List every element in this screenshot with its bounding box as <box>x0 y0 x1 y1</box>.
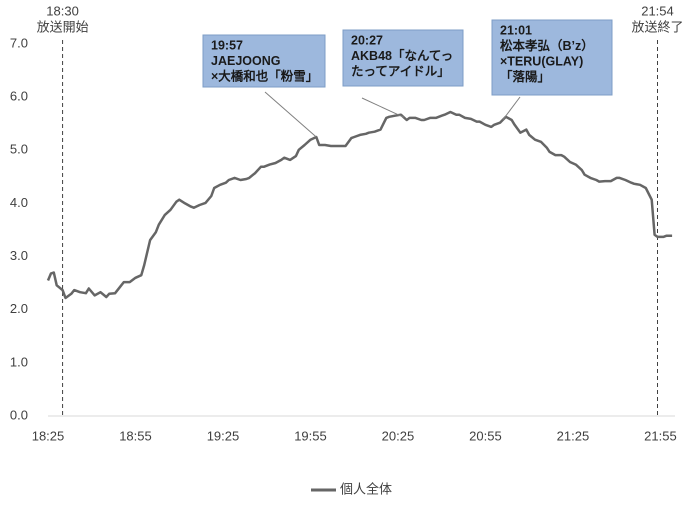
x-tick-label: 18:25 <box>32 428 65 443</box>
callout-pointer <box>502 96 521 121</box>
x-tick-label: 21:25 <box>557 428 590 443</box>
marker-label: 放送開始 <box>37 19 89 34</box>
series-line <box>46 110 673 300</box>
callout-text: 「落陽」 <box>500 69 550 84</box>
y-tick-label: 6.0 <box>10 89 28 104</box>
callout-text: ×大橋和也「粉雪」 <box>211 68 318 83</box>
callout-box <box>342 29 464 87</box>
y-tick-label: 7.0 <box>10 35 28 50</box>
callout-text: ×TERU(GLAY) <box>500 54 583 68</box>
callout-pointer <box>264 91 317 138</box>
callout-pointer <box>361 97 404 118</box>
y-tick-label: 0.0 <box>10 407 28 422</box>
x-tick-label: 20:25 <box>382 428 415 443</box>
callout-text: 19:57 <box>211 38 243 52</box>
x-tick-label: 19:55 <box>294 428 327 443</box>
callout-text: たってアイドル」 <box>351 64 450 78</box>
y-tick-label: 5.0 <box>10 142 28 157</box>
x-tick-label: 20:55 <box>469 428 502 443</box>
callout-text: 松本孝弘（B’z） <box>500 38 594 53</box>
callout-text: 21:01 <box>500 23 532 37</box>
y-tick-label: 3.0 <box>10 248 28 263</box>
y-tick-label: 1.0 <box>10 354 28 369</box>
callout-text: AKB48「なんてっ <box>351 48 453 63</box>
callout-text: JAEJOONG <box>211 54 280 68</box>
legend-label: 個人全体 <box>340 481 392 496</box>
marker-label: 放送終了 <box>631 19 683 34</box>
callout-text: 20:27 <box>351 33 383 47</box>
x-tick-label: 21:55 <box>644 428 677 443</box>
x-tick-label: 18:55 <box>119 428 152 443</box>
marker-label: 18:30 <box>46 3 79 18</box>
y-tick-label: 4.0 <box>10 195 28 210</box>
x-tick-label: 19:25 <box>207 428 240 443</box>
callout-box <box>491 19 613 96</box>
marker-label: 21:54 <box>641 3 674 18</box>
callout-box <box>202 34 326 88</box>
y-tick-label: 2.0 <box>10 301 28 316</box>
